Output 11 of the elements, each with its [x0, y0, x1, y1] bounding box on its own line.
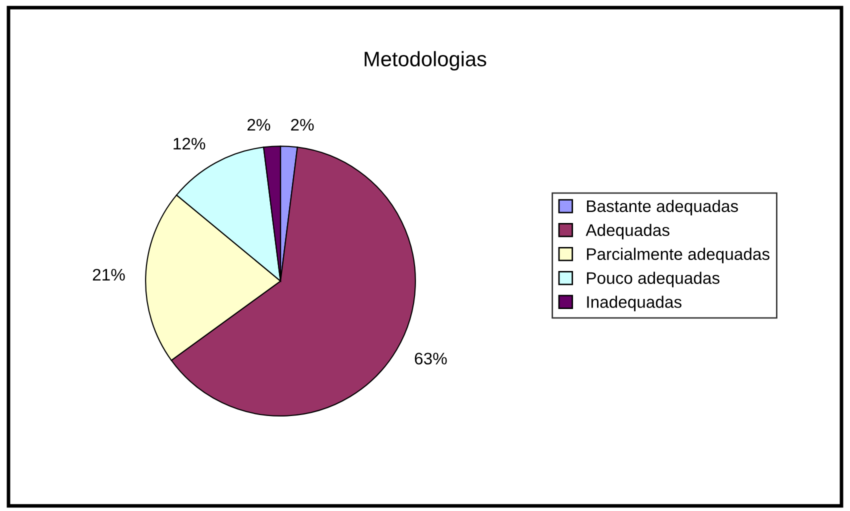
legend-label: Inadequadas	[587, 296, 682, 312]
chart-title: Metodologias	[364, 51, 486, 71]
data-label: 2%	[248, 118, 270, 131]
legend-label: Bastante adequadas	[587, 200, 738, 216]
legend-label: Adequadas	[586, 224, 670, 240]
legend-label: Parcialmente adequadas	[587, 248, 770, 264]
legend-label: Pouco adequadas	[587, 272, 720, 288]
data-label: 21%	[92, 268, 125, 281]
data-label: 2%	[291, 118, 314, 131]
data-label: 12%	[174, 138, 206, 150]
data-label: 63%	[414, 352, 447, 364]
